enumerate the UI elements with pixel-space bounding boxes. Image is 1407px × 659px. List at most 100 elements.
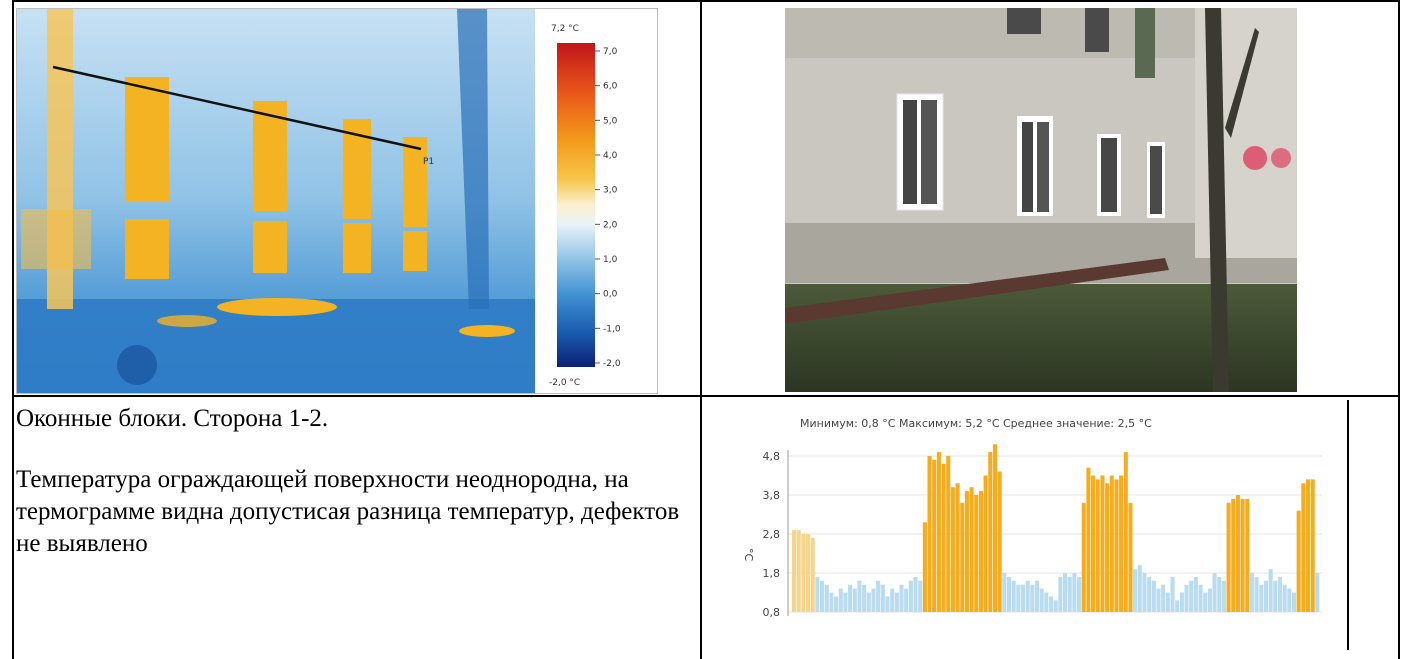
description-text: Температура ограждающей поверхности неод… [16,466,680,557]
chart-bar [1310,479,1315,612]
chart-bar [852,588,857,612]
chart-bar [880,584,885,612]
chart-bar [1077,576,1082,612]
chart-bar [1156,588,1161,612]
chart-bar [1198,584,1203,612]
chart-bar [1058,576,1063,612]
chart-bar [1002,573,1007,612]
chart-bar [857,580,862,612]
scale-tick-label: 2,0 [603,220,618,230]
chart-bar [1203,592,1208,612]
scale-tick-label: 1,0 [603,255,618,265]
chart-bar [964,491,969,612]
chart-bar [969,487,974,612]
chart-bar [862,584,867,612]
chart-bar [1151,580,1156,612]
chart-bar [904,588,909,612]
chart-bar [1133,569,1138,612]
chart-bar [997,471,1002,612]
chart-bar [871,588,876,612]
chart-bar [974,495,979,612]
chart-bar [838,588,843,612]
chart-bar [1147,576,1152,612]
color-scale-bar [557,43,595,367]
chart-bar [810,537,815,612]
chart-bar [1170,576,1175,612]
chart-bar [829,592,834,612]
chart-bar [1301,483,1306,612]
profile-chart: Минимум: 0,8 °C Максимум: 5,2 °C Среднее… [730,400,1350,650]
chart-bar [908,580,913,612]
chart-bar [848,584,853,612]
chart-bar [1245,498,1250,612]
chart-bar [1123,452,1128,612]
chart-bar [918,580,923,612]
chart-bar [1067,576,1072,612]
chart-bar [796,530,801,612]
scale-max-label: 7,2 °C [551,24,579,34]
chart-bar [1095,479,1100,612]
scale-tick-label: 4,0 [603,151,618,161]
chart-bar [1072,573,1077,612]
chart-bar [1189,580,1194,612]
chart-bar [1305,479,1311,612]
chart-bar [1287,588,1292,612]
chart-bar [792,530,797,612]
chart-bar [1109,475,1114,612]
chart-bar [1193,576,1198,612]
chart-bar [1063,573,1068,612]
chart-bar [1119,475,1124,612]
chart-bar [1091,475,1096,612]
chart-bar [1128,502,1133,612]
y-tick-label: 0,8 [763,606,781,619]
chart-bar [1114,479,1119,612]
profile-line [52,65,422,151]
scale-tick-label: 0,0 [603,290,618,300]
chart-bar [1235,495,1240,612]
chart-bar [1044,592,1049,612]
chart-bar [1212,573,1217,612]
chart-bar [978,491,983,612]
chart-bar [1025,580,1030,612]
profile-label: P1 [423,157,434,167]
chart-bar [941,463,946,612]
chart-bar [983,475,988,612]
chart-bar [1277,576,1283,612]
facade-photo [785,8,1297,392]
chart-bar [899,584,904,612]
chart-bar [820,580,825,612]
chart-bar [1231,498,1236,612]
chart-bar [815,576,820,612]
chart-bar [1240,498,1245,612]
temperature-scale: 7,2 °C -2,0 °C 7,0 6,0 5,0 4,0 3,0 2,0 1,0 0,0 -… [539,9,657,393]
scale-tick-label: 5,0 [603,116,618,126]
scale-tick-label: 6,0 [603,82,618,92]
section-title: Оконные блоки. Сторона 1-2. [16,405,329,432]
chart-bar [885,596,890,612]
chart-bar [1217,576,1222,612]
chart-bar [922,522,927,612]
chart-bar [1100,475,1105,612]
chart-bar [866,592,871,612]
chart-bar [890,588,895,612]
chart-bar [1226,502,1231,612]
chart-bar [1086,467,1091,612]
chart-bar [1165,592,1170,612]
chart-bar [1081,502,1086,612]
chart-bar [1105,483,1110,612]
chart-bar [824,584,829,612]
chart-bar [1221,580,1226,612]
chart-bar [1142,573,1147,612]
chart-bar [1034,580,1040,612]
chart-bar [1273,580,1278,612]
y-tick-label: 3,8 [763,489,781,502]
chart-bar [988,452,993,612]
chart-bar [894,592,899,612]
chart-bar [801,534,806,612]
description-cell: Оконные блоки. Сторона 1-2. Температура … [16,404,686,560]
chart-bar [1175,600,1180,612]
chart-bar [1137,565,1142,612]
chart-bar [843,592,848,612]
chart-bar [936,452,941,612]
y-tick-label: 2,8 [763,528,781,541]
